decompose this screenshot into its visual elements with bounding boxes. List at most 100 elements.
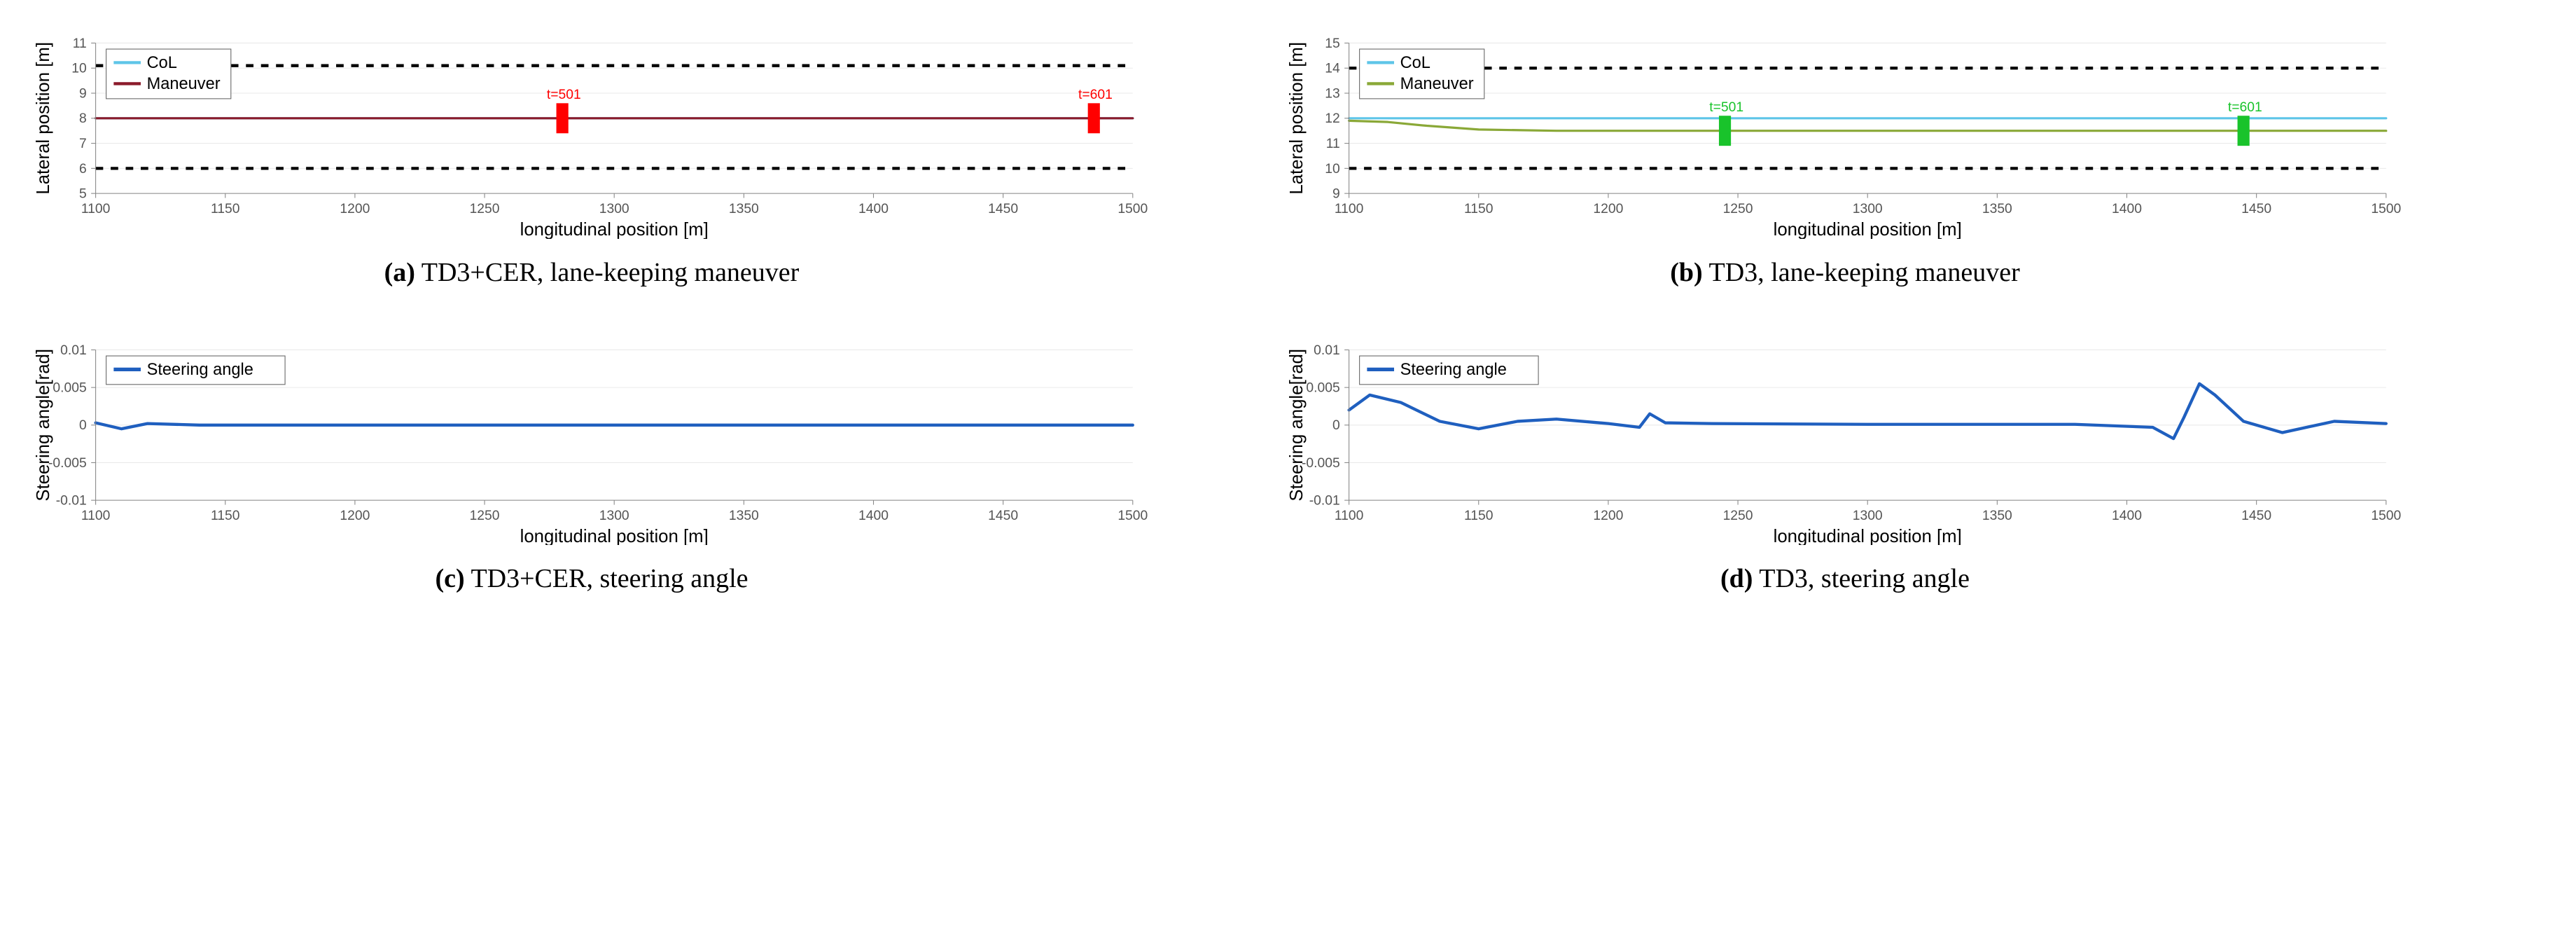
chart-d: 1100 1150 1200 1250 1300 1350 1400 1450 1500 -0.0… — [1281, 335, 2409, 546]
svg-text:Maneuver: Maneuver — [1400, 75, 1474, 93]
svg-text:1100: 1100 — [1335, 509, 1364, 523]
svg-text:1300: 1300 — [1853, 509, 1883, 523]
caption-c-bold: (c) — [435, 564, 464, 593]
chart-c: 110011501200125013001350140014501500-0.0… — [28, 335, 1155, 546]
svg-text:t=601: t=601 — [2228, 100, 2262, 115]
svg-text:14: 14 — [1325, 62, 1340, 76]
svg-text:1500: 1500 — [1118, 509, 1148, 523]
svg-text:11: 11 — [1326, 137, 1340, 151]
svg-text:1300: 1300 — [1853, 202, 1883, 216]
svg-text:1350: 1350 — [1982, 202, 2012, 216]
svg-text:longitudinal position [m]: longitudinal position [m] — [520, 220, 709, 238]
svg-text:longitudinal position [m]: longitudinal position [m] — [520, 527, 709, 545]
svg-text:10: 10 — [1325, 162, 1339, 177]
svg-text:1200: 1200 — [1593, 509, 1623, 523]
svg-text:1250: 1250 — [1723, 509, 1753, 523]
svg-text:-0.01: -0.01 — [56, 493, 87, 508]
svg-text:9: 9 — [1332, 187, 1340, 202]
svg-text:t=601: t=601 — [1078, 88, 1113, 102]
svg-text:1100: 1100 — [81, 202, 110, 216]
svg-text:12: 12 — [1325, 111, 1339, 126]
svg-text:Lateral position [m]: Lateral position [m] — [34, 42, 53, 195]
svg-text:1500: 1500 — [2371, 509, 2401, 523]
svg-text:1250: 1250 — [470, 509, 500, 523]
svg-text:Steering angle[rad]: Steering angle[rad] — [34, 349, 53, 502]
svg-text:1350: 1350 — [729, 509, 759, 523]
chart-a: t=501 t=601 1100 1150 1200 1250 1300 1350 1400 14… — [28, 28, 1155, 239]
caption-d-bold: (d) — [1720, 564, 1753, 593]
caption-d-text: TD3, steering angle — [1753, 564, 1970, 593]
svg-text:1450: 1450 — [2241, 202, 2271, 216]
svg-text:1200: 1200 — [340, 202, 370, 216]
caption-c: (c) TD3+CER, steering angle — [435, 559, 748, 599]
caption-d: (d) TD3, steering angle — [1720, 559, 1970, 599]
svg-text:Steering angle: Steering angle — [1400, 360, 1507, 378]
svg-text:CoL: CoL — [1400, 54, 1430, 72]
svg-text:1150: 1150 — [211, 202, 240, 216]
svg-text:1450: 1450 — [2241, 509, 2271, 523]
panel-c: 110011501200125013001350140014501500-0.0… — [28, 335, 1155, 600]
panel-a: t=501 t=601 1100 1150 1200 1250 1300 1350 1400 14… — [28, 28, 1155, 293]
svg-text:1250: 1250 — [470, 202, 500, 216]
chart-b-svg: t=501 t=601 1100 1150 1200 1250 1300 1350 1400 14… — [1281, 28, 2409, 239]
svg-text:1400: 1400 — [858, 202, 889, 216]
svg-text:Steering angle: Steering angle — [147, 360, 253, 378]
svg-text:0.01: 0.01 — [1314, 343, 1340, 357]
svg-text:11: 11 — [73, 36, 87, 51]
caption-b: (b) TD3, lane-keeping maneuver — [1670, 253, 2019, 293]
svg-text:1300: 1300 — [599, 509, 629, 523]
chart-c-svg: 110011501200125013001350140014501500-0.0… — [28, 335, 1155, 546]
svg-text:15: 15 — [1325, 36, 1339, 51]
svg-text:1400: 1400 — [858, 509, 889, 523]
svg-text:1250: 1250 — [1723, 202, 1753, 216]
caption-c-text: TD3+CER, steering angle — [465, 564, 749, 593]
svg-text:0.01: 0.01 — [60, 343, 87, 357]
svg-text:1200: 1200 — [1593, 202, 1623, 216]
svg-text:1100: 1100 — [81, 509, 110, 523]
chart-b: t=501 t=601 1100 1150 1200 1250 1300 1350 1400 14… — [1281, 28, 2409, 239]
svg-text:10: 10 — [71, 62, 86, 76]
caption-a-bold: (a) — [384, 258, 415, 287]
svg-text:1350: 1350 — [1982, 509, 2012, 523]
svg-text:Lateral position [m]: Lateral position [m] — [1287, 42, 1307, 195]
caption-a-text: TD3+CER, lane-keeping maneuver — [415, 258, 799, 287]
figure-grid: t=501t=601110011501200125013001350140014… — [28, 28, 2409, 599]
svg-text:9: 9 — [79, 86, 87, 101]
svg-text:Steering angle[rad]: Steering angle[rad] — [1287, 349, 1307, 502]
svg-text:1350: 1350 — [729, 202, 759, 216]
panel-b: t=501 t=601 1100 1150 1200 1250 1300 1350 1400 14… — [1281, 28, 2409, 293]
svg-text:-0.005: -0.005 — [1302, 455, 1340, 470]
svg-text:1300: 1300 — [599, 202, 629, 216]
svg-text:1500: 1500 — [2371, 202, 2401, 216]
svg-text:8: 8 — [79, 111, 87, 126]
svg-text:t=501: t=501 — [547, 88, 581, 102]
svg-text:1400: 1400 — [2112, 509, 2142, 523]
svg-text:0: 0 — [1332, 418, 1340, 433]
svg-text:-0.01: -0.01 — [1309, 493, 1340, 508]
svg-text:-0.005: -0.005 — [48, 455, 87, 470]
svg-text:CoL: CoL — [147, 54, 177, 72]
caption-b-bold: (b) — [1670, 258, 1702, 287]
svg-text:5: 5 — [79, 187, 87, 202]
svg-text:1400: 1400 — [2112, 202, 2142, 216]
svg-text:0.005: 0.005 — [53, 380, 86, 395]
svg-text:1150: 1150 — [1464, 202, 1494, 216]
panel-d: 1100 1150 1200 1250 1300 1350 1400 1450 1500 -0.0… — [1281, 335, 2409, 600]
svg-text:1100: 1100 — [1335, 202, 1364, 216]
svg-text:0.005: 0.005 — [1306, 380, 1339, 395]
svg-text:Maneuver: Maneuver — [147, 75, 221, 93]
svg-text:1150: 1150 — [1464, 509, 1494, 523]
svg-text:t=501: t=501 — [1709, 100, 1743, 115]
svg-text:7: 7 — [79, 137, 87, 151]
caption-b-text: TD3, lane-keeping maneuver — [1703, 258, 2020, 287]
svg-text:1150: 1150 — [211, 509, 240, 523]
caption-a: (a) TD3+CER, lane-keeping maneuver — [384, 253, 800, 293]
svg-text:0: 0 — [79, 418, 87, 433]
svg-text:1500: 1500 — [1118, 202, 1148, 216]
svg-text:1200: 1200 — [340, 509, 370, 523]
svg-text:longitudinal position [m]: longitudinal position [m] — [1774, 527, 1962, 545]
svg-text:6: 6 — [79, 162, 87, 177]
chart-d-svg: 1100 1150 1200 1250 1300 1350 1400 1450 1500 -0.0… — [1281, 335, 2409, 546]
svg-text:13: 13 — [1325, 86, 1339, 101]
svg-text:1450: 1450 — [988, 202, 1018, 216]
